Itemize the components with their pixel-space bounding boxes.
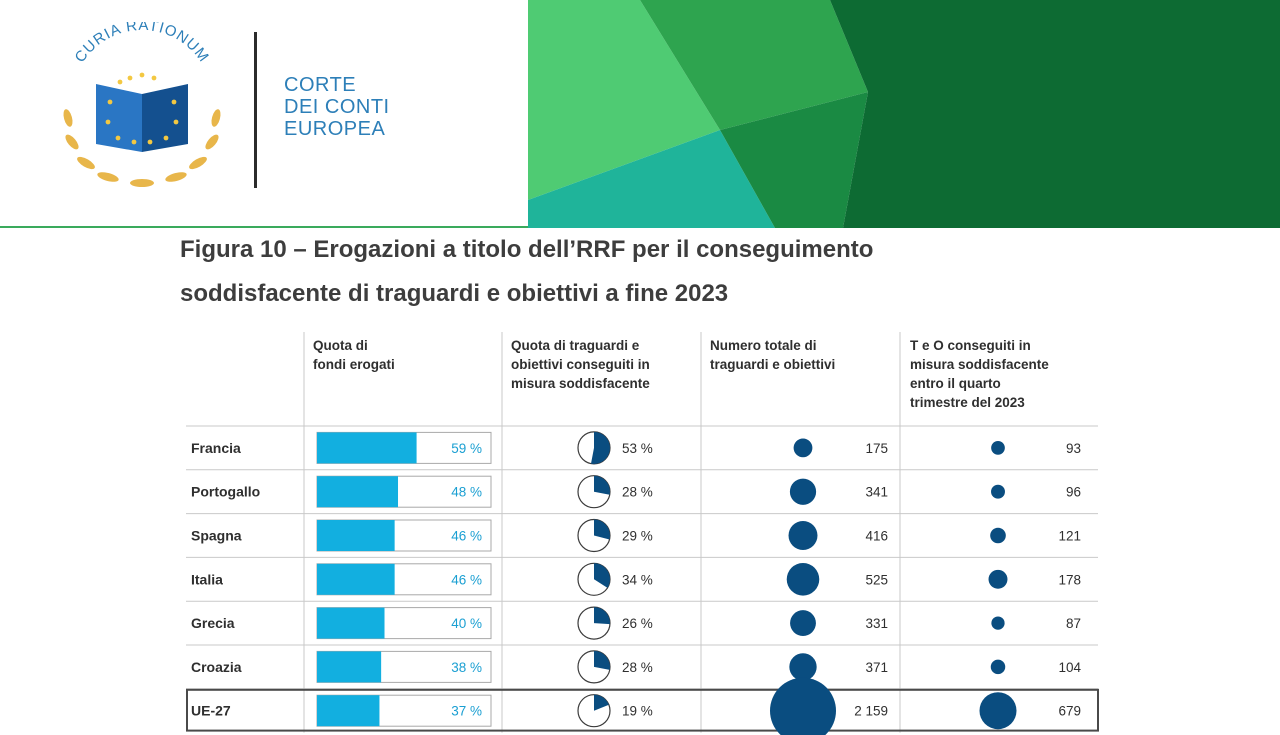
achieved-bubble	[979, 692, 1017, 730]
org-name: CORTE DEI CONTI EUROPEA	[284, 74, 390, 140]
share-pie-slice	[594, 694, 609, 711]
total-bubble	[786, 563, 820, 596]
figure-title: Figura 10 – Erogazioni a titolo dell’RRF…	[180, 228, 1180, 316]
funds-bar	[317, 695, 380, 727]
header-col-1-line: Quota di	[313, 338, 368, 353]
funds-value-label: 46 %	[451, 572, 482, 587]
funds-value-label: 46 %	[451, 529, 482, 544]
funds-value-label: 48 %	[451, 485, 482, 500]
achieved-bubble	[991, 484, 1005, 499]
share-pie-slice	[594, 650, 610, 670]
achieved-bubble	[990, 659, 1006, 675]
total-bubble	[770, 677, 836, 735]
share-pie-slice	[591, 431, 610, 464]
achieved-value-label: 121	[1058, 529, 1081, 544]
total-value-label: 175	[865, 441, 888, 456]
org-line-3: EUROPEA	[284, 118, 386, 140]
country-label: Grecia	[191, 615, 235, 631]
achieved-bubble	[990, 527, 1006, 544]
funds-value-label: 40 %	[451, 616, 482, 631]
header-col-4-line: misura soddisfacente	[910, 357, 1049, 372]
funds-bar	[317, 432, 417, 464]
achieved-bubble	[991, 616, 1005, 630]
figure-title-line-2: soddisfacente di traguardi e obiettivi a…	[180, 280, 729, 307]
highlight-row-border	[186, 688, 1099, 732]
org-line-2: DEI CONTI	[284, 96, 390, 118]
banner-graphic	[528, 0, 1280, 228]
header-col-2-line: Quota di traguardi e	[511, 338, 640, 353]
country-label: Spagna	[191, 528, 242, 544]
total-bubble	[788, 521, 818, 550]
funds-bar	[317, 520, 395, 551]
header-col-3: Numero totale di traguardi e obiettivi	[710, 336, 835, 374]
header-col-4-line: entro il quarto	[910, 376, 1001, 391]
share-value-label: 19 %	[622, 704, 653, 719]
funds-bar	[317, 563, 395, 595]
achieved-value-label: 87	[1066, 616, 1081, 631]
header-col-4-line: T e O conseguiti in	[910, 338, 1031, 353]
country-label: UE-27	[191, 703, 231, 719]
banner-underline	[0, 226, 528, 228]
achieved-value-label: 178	[1058, 572, 1081, 587]
country-label: Italia	[191, 571, 223, 587]
header-col-2-line: misura soddisfacente	[511, 376, 650, 391]
funds-value-label: 37 %	[451, 704, 482, 719]
share-pie-slice	[594, 519, 610, 540]
country-label: Croazia	[191, 659, 242, 675]
figure-title-line-1: Figura 10 – Erogazioni a titolo dell’RRF…	[180, 236, 874, 263]
total-value-label: 371	[865, 660, 888, 675]
total-value-label: 341	[865, 485, 888, 500]
funds-value-label: 38 %	[451, 660, 482, 675]
total-value-label: 525	[865, 572, 888, 587]
eca-logo: CURIA RATIONUM	[63, 22, 221, 187]
funds-bar	[317, 476, 399, 508]
share-value-label: 26 %	[622, 616, 653, 631]
total-value-label: 2 159	[854, 704, 888, 719]
share-value-label: 28 %	[622, 485, 653, 500]
share-value-label: 28 %	[622, 660, 653, 675]
org-line-1: CORTE	[284, 74, 357, 96]
country-label: Francia	[191, 440, 241, 456]
total-value-label: 331	[865, 616, 888, 631]
share-value-label: 34 %	[622, 572, 653, 587]
total-bubble	[793, 438, 813, 458]
header-col-3-line: Numero totale di	[710, 338, 817, 353]
total-bubble	[789, 653, 817, 681]
share-value-label: 53 %	[622, 441, 653, 456]
total-bubble	[790, 610, 816, 637]
header-col-4-line: trimestre del 2023	[910, 395, 1025, 410]
share-pie-slice	[594, 607, 611, 625]
achieved-value-label: 679	[1058, 704, 1081, 719]
achieved-bubble	[991, 441, 1005, 455]
header-col-4: T e O conseguiti in misura soddisfacente…	[910, 336, 1049, 412]
share-value-label: 29 %	[622, 529, 653, 544]
achieved-value-label: 104	[1058, 660, 1081, 675]
share-pie-slice	[594, 563, 610, 588]
logo-divider	[254, 32, 257, 188]
achieved-value-label: 93	[1066, 441, 1081, 456]
header-col-2-line: obiettivi conseguiti in	[511, 357, 650, 372]
header-col-1-line: fondi erogati	[313, 357, 395, 372]
funds-value-label: 59 %	[451, 441, 482, 456]
funds-bar	[317, 651, 382, 683]
header-col-1: Quota di fondi erogati	[313, 336, 395, 374]
total-value-label: 416	[865, 529, 888, 544]
header-col-3-line: traguardi e obiettivi	[710, 357, 836, 372]
header-banner: CURIA RATIONUM CORTE DEI CONTI EUROPEA	[0, 0, 1280, 228]
country-label: Portogallo	[191, 484, 260, 500]
funds-bar	[317, 607, 385, 639]
achieved-value-label: 96	[1066, 485, 1081, 500]
total-bubble	[789, 478, 817, 505]
header-col-2: Quota di traguardi e obiettivi conseguit…	[511, 336, 650, 393]
achieved-bubble	[988, 569, 1008, 589]
share-pie-slice	[594, 475, 610, 495]
